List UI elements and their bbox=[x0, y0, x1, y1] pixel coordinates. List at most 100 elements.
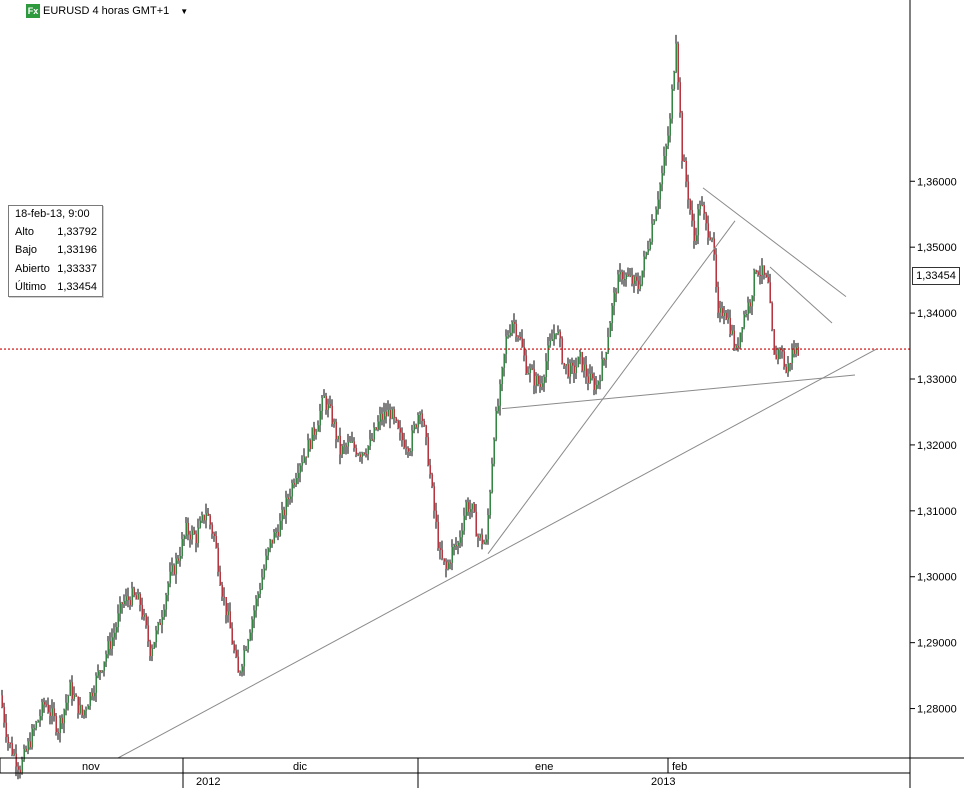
candle-body bbox=[691, 210, 693, 221]
candle-body bbox=[151, 648, 153, 657]
candle-body bbox=[529, 368, 531, 374]
candle-body bbox=[321, 397, 323, 411]
candle-body bbox=[623, 279, 625, 281]
candle-body bbox=[43, 702, 45, 705]
candle-body bbox=[169, 571, 171, 584]
candle-body bbox=[27, 741, 29, 751]
candle-body bbox=[447, 562, 449, 569]
candle-body bbox=[723, 312, 725, 317]
candle-body bbox=[325, 396, 327, 410]
candle-body bbox=[587, 376, 589, 383]
candle-body bbox=[505, 336, 507, 355]
candle-body bbox=[639, 284, 641, 289]
candle-body bbox=[279, 520, 281, 536]
candle-body bbox=[119, 602, 121, 614]
candle-body bbox=[51, 708, 53, 716]
candle-body bbox=[19, 769, 21, 774]
candle-body bbox=[301, 462, 303, 466]
candle-body bbox=[511, 322, 513, 333]
candle-body bbox=[69, 682, 71, 696]
candle-body bbox=[553, 333, 555, 340]
candle-body bbox=[299, 465, 301, 473]
candle-body bbox=[25, 748, 27, 751]
candle-body bbox=[145, 614, 147, 626]
candle-body bbox=[195, 534, 197, 544]
candle-body bbox=[167, 583, 169, 596]
trend-line bbox=[117, 348, 877, 759]
candle-body bbox=[551, 339, 553, 341]
candle-body bbox=[719, 308, 721, 313]
fx-icon[interactable]: Fx bbox=[26, 4, 40, 18]
candle-body bbox=[135, 595, 137, 600]
candle-body bbox=[581, 352, 583, 371]
candle-body bbox=[225, 596, 227, 616]
candle-body bbox=[241, 666, 243, 672]
candle-body bbox=[523, 346, 525, 356]
candle-body bbox=[117, 613, 119, 628]
info-row-low: Bajo 1,33196 bbox=[15, 241, 99, 259]
candle-body bbox=[759, 274, 761, 276]
candle-body bbox=[33, 728, 35, 730]
trend-line bbox=[501, 374, 856, 410]
candle-body bbox=[595, 384, 597, 390]
candle-body bbox=[265, 555, 267, 569]
candle-body bbox=[181, 539, 183, 556]
dropdown-arrow-icon[interactable]: ▼ bbox=[180, 6, 189, 16]
info-value: 1,33337 bbox=[57, 263, 97, 275]
candle-body bbox=[659, 184, 661, 200]
candle-body bbox=[63, 709, 65, 724]
candle-body bbox=[459, 537, 461, 543]
candle-body bbox=[677, 43, 679, 83]
candle-body bbox=[491, 463, 493, 493]
candle-body bbox=[11, 743, 13, 755]
candle-body bbox=[273, 532, 275, 544]
candle-body bbox=[597, 381, 599, 385]
candle-body bbox=[479, 534, 481, 538]
candle-body bbox=[787, 363, 789, 373]
candle-body bbox=[295, 478, 297, 485]
candle-body bbox=[549, 340, 551, 346]
candle-body bbox=[785, 366, 787, 373]
candle-body bbox=[73, 694, 75, 699]
y-tick-label: 1,36000 bbox=[917, 176, 957, 188]
candle-body bbox=[449, 562, 451, 564]
candle-body bbox=[277, 531, 279, 536]
candle-body bbox=[149, 641, 151, 657]
candle-body bbox=[103, 661, 105, 671]
candle-body bbox=[349, 441, 351, 443]
candle-body bbox=[651, 223, 653, 242]
candle-body bbox=[355, 448, 357, 455]
candle-body bbox=[437, 521, 439, 549]
candle-body bbox=[253, 610, 255, 620]
candle-body bbox=[307, 440, 309, 458]
month-label: nov bbox=[82, 761, 100, 773]
candle-body bbox=[227, 611, 229, 616]
candle-body bbox=[543, 377, 545, 384]
candle-body bbox=[777, 349, 779, 360]
candle-body bbox=[663, 156, 665, 174]
year-label: 2013 bbox=[651, 776, 675, 788]
candle-body bbox=[341, 445, 343, 455]
candle-body bbox=[767, 277, 769, 283]
candle-body bbox=[763, 265, 765, 275]
candle-body bbox=[425, 425, 427, 438]
candle-body bbox=[53, 708, 55, 717]
candle-body bbox=[687, 181, 689, 200]
candle-body bbox=[547, 345, 549, 362]
info-label: Alto bbox=[15, 226, 34, 238]
candle-body bbox=[401, 432, 403, 441]
candle-body bbox=[781, 349, 783, 352]
candle-body bbox=[357, 454, 359, 456]
candle-body bbox=[23, 748, 25, 760]
candle-body bbox=[617, 274, 619, 294]
candle-body bbox=[371, 439, 373, 441]
candle-body bbox=[605, 352, 607, 360]
candle-body bbox=[185, 522, 187, 536]
candle-body bbox=[343, 445, 345, 447]
candle-body bbox=[693, 220, 695, 241]
info-value: 1,33454 bbox=[57, 281, 97, 293]
candle-body bbox=[429, 465, 431, 475]
candle-body bbox=[193, 530, 195, 535]
candle-body bbox=[379, 413, 381, 422]
